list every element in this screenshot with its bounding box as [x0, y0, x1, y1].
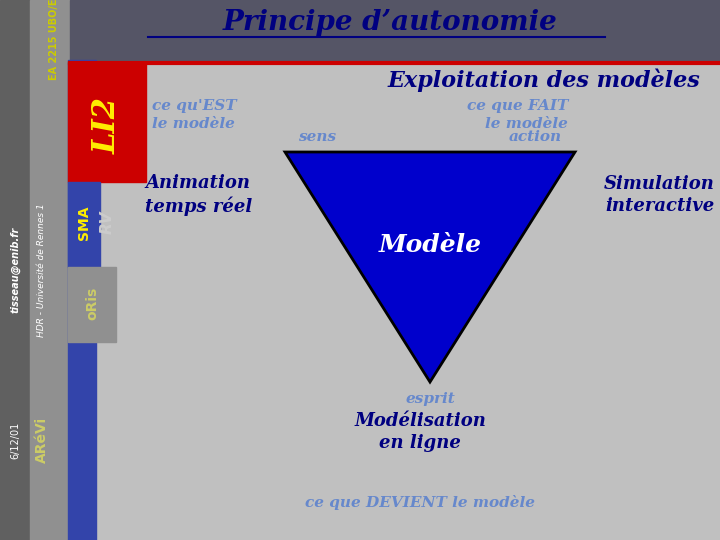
Bar	[30, 0, 70, 540]
Bar	[70, 0, 720, 60]
Polygon shape	[285, 152, 575, 382]
Text: Modèle: Modèle	[379, 233, 482, 257]
Text: RV: RV	[99, 210, 114, 234]
Text: sens: sens	[298, 130, 336, 144]
Text: HDR - Université de Rennes 1: HDR - Université de Rennes 1	[37, 203, 47, 337]
Text: Principe d’autonomie: Principe d’autonomie	[222, 9, 557, 36]
Text: LI2: LI2	[91, 97, 122, 153]
Bar	[68, 60, 96, 540]
Text: Modélisation
en ligne: Modélisation en ligne	[354, 412, 486, 452]
Bar	[68, 182, 100, 267]
Text: Simulation
interactive: Simulation interactive	[604, 175, 715, 215]
Text: Exploitation des modèles: Exploitation des modèles	[387, 68, 700, 92]
Bar	[0, 0, 30, 540]
Text: ce qu'EST
le modèle: ce qu'EST le modèle	[152, 99, 237, 131]
Text: esprit: esprit	[405, 392, 455, 406]
Text: Animation
temps réel: Animation temps réel	[145, 174, 252, 216]
Bar	[68, 267, 116, 342]
Text: SMA: SMA	[77, 206, 91, 240]
Text: action: action	[509, 130, 562, 144]
Text: 11: 11	[68, 513, 91, 531]
Text: ce que FAIT
le modèle: ce que FAIT le modèle	[467, 99, 568, 131]
Text: EA 2215 UBO/ENIB: EA 2215 UBO/ENIB	[49, 0, 59, 80]
Text: tisseau@enib.fr: tisseau@enib.fr	[10, 227, 20, 313]
Bar	[68, 62, 146, 182]
Text: 6/12/01: 6/12/01	[10, 421, 20, 458]
Text: ce que DEVIENT le modèle: ce que DEVIENT le modèle	[305, 495, 535, 510]
Text: oRis: oRis	[85, 286, 99, 320]
Text: ARéVi: ARéVi	[35, 417, 49, 463]
